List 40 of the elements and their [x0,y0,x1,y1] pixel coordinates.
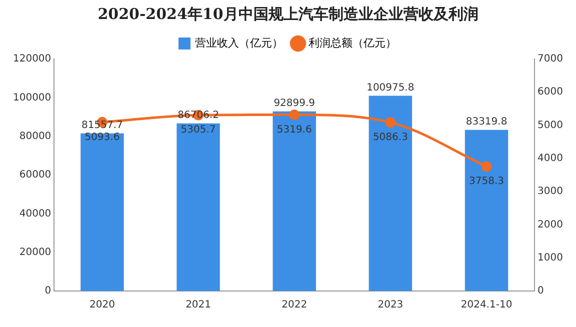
point [289,109,300,120]
y2-tick-label: 0 [538,286,544,297]
y2-tick-label: 3000 [538,186,564,198]
data-label: 5086.3 [372,132,408,144]
y-tick-label: 20000 [19,246,52,258]
bar [80,133,124,291]
y-tick-label: 120000 [12,54,52,65]
bar [272,111,316,291]
y2-tick-label: 1000 [538,252,564,264]
data-label: 92899.9 [274,98,316,109]
legend-label: 营业收入（亿元） [195,36,283,50]
x-tick-label: 2021 [186,300,212,311]
bar [464,130,508,291]
point [385,117,396,128]
data-label: 81557.7 [82,120,123,131]
data-label: 100975.8 [366,82,414,94]
y-tick-label: 0 [44,286,52,297]
point [481,161,492,172]
x-tick-label: 2023 [378,300,404,311]
y-tick-label: 100000 [12,92,52,104]
data-label: 5305.7 [180,124,216,136]
y-tick-label: 80000 [19,130,52,142]
x-tick-label: 2024.1-10 [460,300,512,311]
x-tick-label: 2022 [282,300,308,311]
bar [368,96,412,291]
data-label: 3758.3 [469,176,504,188]
y2-tick-label: 4000 [538,153,564,164]
data-label: 5319.6 [276,124,312,136]
y2-tick-label: 5000 [538,120,564,131]
y2-tick-label: 2000 [538,219,564,230]
chart-title: 2020-2024年10月中国规上汽车制造业企业营收及利润 [98,4,478,23]
legend-label: 利润总额（亿元） [308,36,396,50]
data-label: 5093.6 [84,132,120,143]
x-tick-label: 2020 [89,300,115,311]
data-label: 83319.8 [466,116,508,128]
y2-tick-label: 7000 [538,54,564,65]
bar [176,123,220,291]
y-tick-label: 60000 [19,170,52,181]
y2-tick-label: 6000 [538,86,564,98]
y-tick-label: 40000 [19,208,52,220]
